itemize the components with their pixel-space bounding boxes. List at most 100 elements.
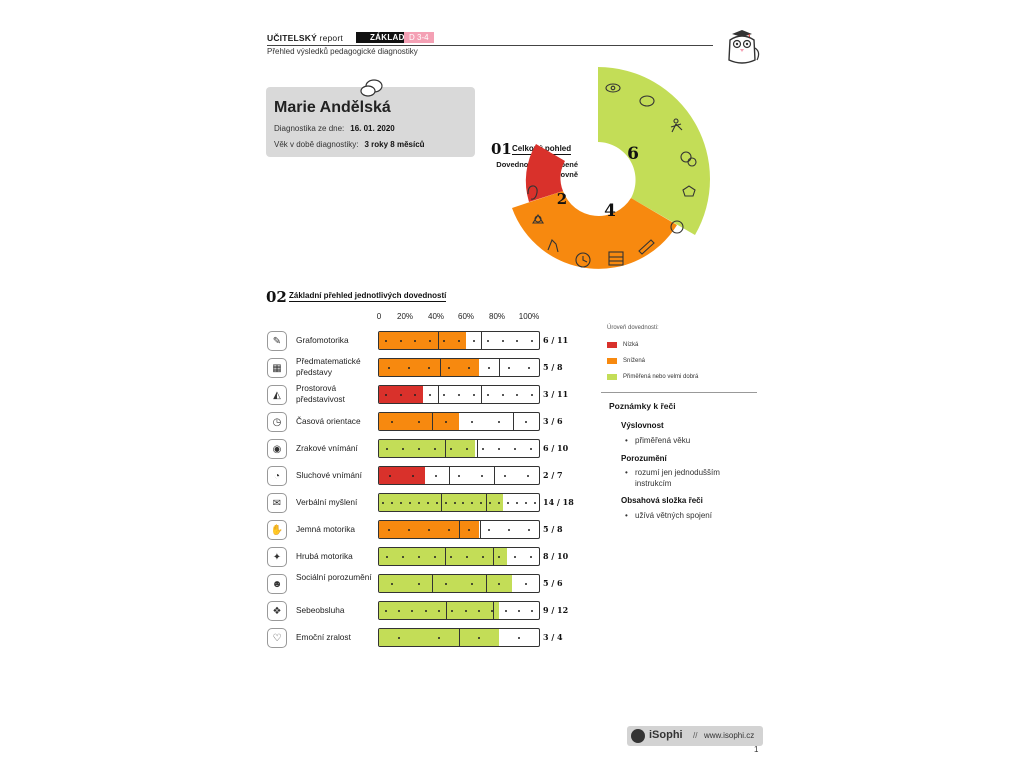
hand-icon: ✋ — [267, 520, 287, 540]
skill-item-dot — [515, 502, 518, 504]
legend-item-good: Přiměřená nebo velmi dobrá — [607, 369, 757, 385]
skill-item-dot — [528, 367, 530, 369]
skill-row: ✦ Hrubá motorika 8 / 10 — [266, 546, 576, 568]
skill-item-dot — [472, 394, 475, 396]
report-subtitle: Přehled výsledků pedagogické diagnostiky — [267, 47, 418, 56]
speech-icon: ✉ — [267, 493, 287, 513]
skill-row: ☻ Sociální porozumění 5 / 6 — [266, 572, 576, 595]
skill-item-dot — [386, 556, 388, 558]
report-title-light: report — [319, 33, 343, 43]
skill-score: 3 / 4 — [543, 632, 563, 642]
shirt-icon: ❖ — [267, 601, 287, 621]
skill-item-dot — [498, 583, 500, 585]
skill-item-dot — [385, 394, 388, 396]
page-number: 1 — [754, 745, 759, 754]
skill-item-dot — [530, 556, 532, 558]
skill-item-dot — [466, 556, 468, 558]
abacus-icon — [608, 251, 624, 266]
skill-item-dot — [488, 367, 490, 369]
skill-bar — [378, 385, 540, 404]
skill-item-dot — [386, 448, 388, 450]
level-badge: ZÁKLADNÍ — [356, 32, 428, 43]
skill-bar-divider — [431, 575, 433, 592]
footer-separator: // — [693, 731, 698, 740]
skill-bar-divider — [513, 413, 515, 430]
skill-item-dot — [435, 502, 438, 504]
skill-item-dot — [530, 448, 532, 450]
skill-item-dot — [388, 529, 390, 531]
skill-item-dot — [472, 340, 475, 342]
skill-bar — [378, 439, 540, 458]
skill-item-dot — [518, 637, 520, 639]
skill-item-dot — [482, 556, 484, 558]
skill-item-dot — [428, 394, 431, 396]
skill-item-dot — [418, 556, 420, 558]
scale-tick-40: 40% — [427, 312, 445, 321]
skill-bar-divider — [446, 602, 448, 619]
skill-item-dot — [528, 529, 530, 531]
runner-icon: ✦ — [267, 547, 287, 567]
skill-item-dot — [444, 421, 447, 423]
skill-item-dot — [450, 448, 452, 450]
skill-item-dot — [516, 394, 519, 396]
skill-bar-divider — [459, 629, 460, 646]
skill-item-dot — [448, 367, 450, 369]
skill-item-dot — [409, 502, 412, 504]
skill-item-dot — [498, 448, 500, 450]
skill-bar-divider — [492, 548, 494, 565]
skill-item-dot — [398, 610, 400, 612]
skill-bar-divider — [459, 521, 460, 538]
skill-item-dot — [412, 475, 415, 477]
skill-item-dot — [488, 529, 490, 531]
note-item-comprehension: rozumí jen jednodušším instrukcím — [625, 467, 736, 489]
skill-item-dot — [480, 475, 483, 477]
shirt-icon — [682, 185, 696, 197]
diagnosis-date-label: Diagnostika ze dne: — [274, 124, 345, 133]
skill-item-dot — [450, 556, 452, 558]
skill-score: 9 / 12 — [543, 605, 569, 615]
footer-url[interactable]: www.isophi.cz — [704, 731, 755, 740]
diagnosis-date-row: Diagnostika ze dne: 16. 01. 2020 — [274, 124, 395, 133]
skill-row: ◭ Prostorová představivost 3 / 11 — [266, 383, 576, 406]
skill-item-dot — [434, 556, 436, 558]
report-title: UČITELSKÝ report — [267, 33, 343, 43]
skill-bar-divider — [438, 332, 440, 349]
skill-item-dot — [428, 529, 430, 531]
skill-label: Emoční zralost — [296, 632, 351, 642]
report-title-strong: UČITELSKÝ — [267, 33, 317, 43]
footer-brand: iSophi — [649, 729, 683, 741]
skill-item-dot — [516, 340, 519, 342]
eye-icon: ◉ — [267, 439, 287, 459]
note-item-text: užívá větných spojení — [635, 511, 712, 520]
skill-item-dot — [411, 610, 414, 612]
skill-item-dot — [414, 340, 417, 342]
skill-item-dot — [438, 610, 440, 612]
skill-bar — [378, 520, 540, 539]
skill-item-dot — [501, 394, 504, 396]
student-name: Marie Andělská — [274, 99, 391, 116]
pencil-icon — [638, 239, 655, 255]
hand-icon — [547, 239, 559, 253]
skill-item-dot — [389, 475, 392, 477]
scale-tick-60: 60% — [457, 312, 475, 321]
skill-score: 3 / 11 — [543, 389, 569, 399]
skill-label: Zrakové vnímání — [296, 443, 358, 453]
skill-item-dot — [501, 340, 504, 342]
skill-label: Sluchové vnímání — [296, 470, 362, 480]
skill-bar-divider — [439, 359, 441, 376]
percent-scale: 0 20% 40% 60% 80% 100% — [360, 312, 560, 324]
note-heading-content: Obsahová složka řeči — [621, 496, 703, 505]
skill-bar — [378, 493, 540, 512]
skill-item-dot — [462, 502, 465, 504]
skill-item-dot — [508, 367, 510, 369]
donut-segment-good — [598, 67, 711, 235]
skill-item-dot — [514, 556, 516, 558]
skill-item-dot — [504, 610, 507, 612]
skill-row: ◷ Časová orientace 3 / 6 — [266, 411, 576, 433]
skill-item-dot — [526, 475, 529, 477]
skill-item-dot — [443, 394, 446, 396]
skill-item-dot — [391, 502, 394, 504]
skill-bar-divider — [492, 602, 494, 619]
skill-score: 8 / 10 — [543, 551, 569, 561]
skill-bar-divider — [499, 359, 500, 376]
